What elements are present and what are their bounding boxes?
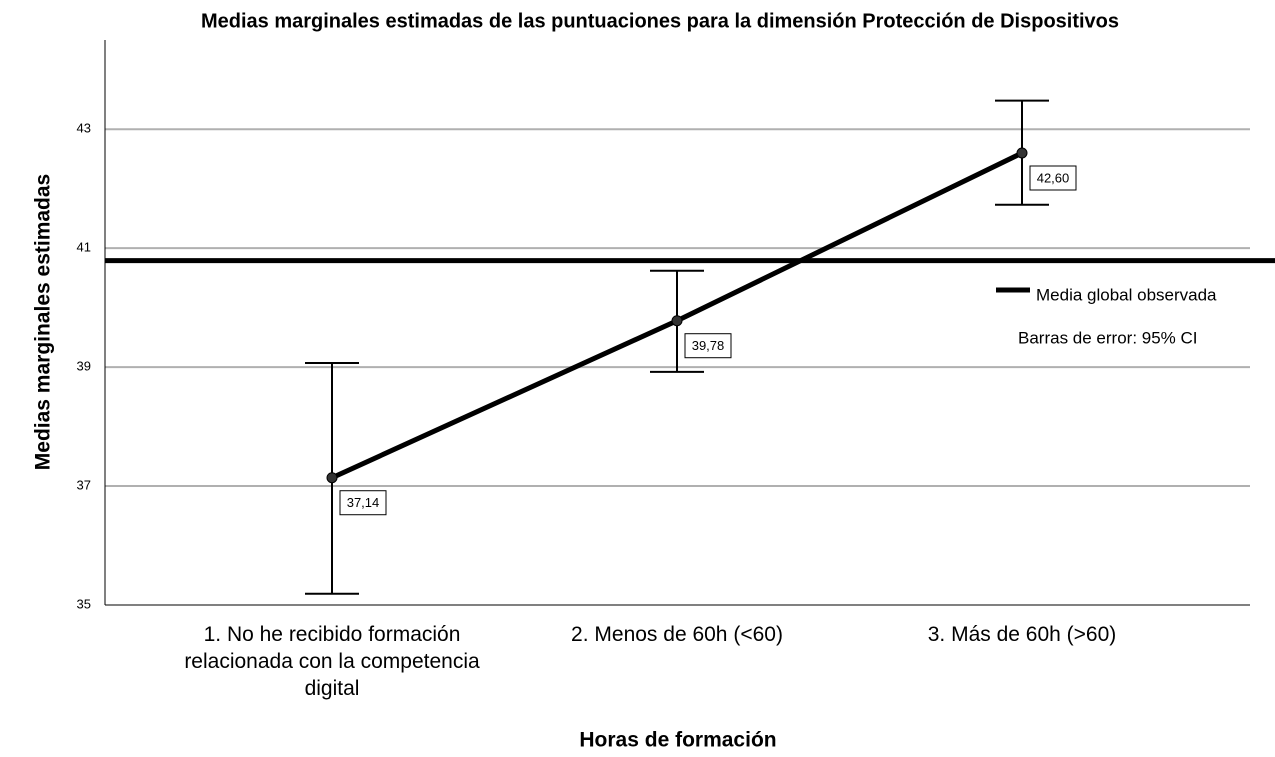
note: Barras de error: 95% CI <box>1018 328 1198 347</box>
y-tick-label: 41 <box>77 240 91 255</box>
data-label: 37,14 <box>347 495 380 510</box>
data-label: 39,78 <box>692 338 725 353</box>
chart-title: Medias marginales estimadas de las puntu… <box>201 10 1119 32</box>
y-tick-label: 37 <box>77 477 91 492</box>
data-label-box <box>1029 165 1077 191</box>
x-axis-label: Horas de formación <box>579 729 776 752</box>
point <box>326 472 338 484</box>
x-tick-label: 2. Menos de 60h (<60) <box>571 623 783 646</box>
x-tick-label: 1. No he recibido formación relacionada … <box>184 623 480 700</box>
data-label-box <box>339 490 387 516</box>
x-tick-label: 3. Más de 60h (>60) <box>927 623 1117 646</box>
y-tick-label: 39 <box>77 359 91 374</box>
legend-label: Media global observada <box>1036 285 1217 304</box>
data-label-box <box>684 333 732 359</box>
y-tick-label: 35 <box>77 596 91 611</box>
point <box>1016 147 1028 159</box>
data-label: 42,60 <box>1037 170 1070 185</box>
y-tick-label: 43 <box>77 121 91 136</box>
point <box>671 315 683 327</box>
y-axis-label: Medias marginales estimadas <box>32 174 55 470</box>
